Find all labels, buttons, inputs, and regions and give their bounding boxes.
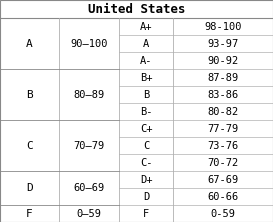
Text: B: B	[26, 90, 33, 100]
Text: D+: D+	[140, 174, 152, 184]
Text: 70-72: 70-72	[207, 158, 239, 168]
Text: C+: C+	[140, 124, 152, 134]
Text: 98-100: 98-100	[204, 22, 242, 32]
Text: B: B	[143, 90, 149, 100]
Text: 90-92: 90-92	[207, 56, 239, 66]
Text: F: F	[26, 208, 33, 218]
Text: D: D	[143, 192, 149, 202]
Text: 80-82: 80-82	[207, 107, 239, 117]
Text: 67-69: 67-69	[207, 174, 239, 184]
Text: C: C	[26, 141, 33, 151]
Text: 93-97: 93-97	[207, 39, 239, 49]
Text: 0-59: 0-59	[211, 208, 236, 218]
Text: C-: C-	[140, 158, 152, 168]
Text: A: A	[26, 39, 33, 49]
Text: 83-86: 83-86	[207, 90, 239, 100]
Text: A-: A-	[140, 56, 152, 66]
Text: 77-79: 77-79	[207, 124, 239, 134]
Text: 90–100: 90–100	[70, 39, 108, 49]
Text: A: A	[143, 39, 149, 49]
Text: D: D	[26, 183, 33, 193]
Text: 70–79: 70–79	[73, 141, 104, 151]
Text: C: C	[143, 141, 149, 151]
Text: 73-76: 73-76	[207, 141, 239, 151]
Text: 80–89: 80–89	[73, 90, 104, 100]
Text: 0–59: 0–59	[76, 208, 101, 218]
Text: 60–69: 60–69	[73, 183, 104, 193]
Text: A+: A+	[140, 22, 152, 32]
Text: B-: B-	[140, 107, 152, 117]
Text: 87-89: 87-89	[207, 73, 239, 83]
Text: F: F	[143, 208, 149, 218]
Text: B+: B+	[140, 73, 152, 83]
Text: United States: United States	[88, 3, 185, 16]
Text: 60-66: 60-66	[207, 192, 239, 202]
